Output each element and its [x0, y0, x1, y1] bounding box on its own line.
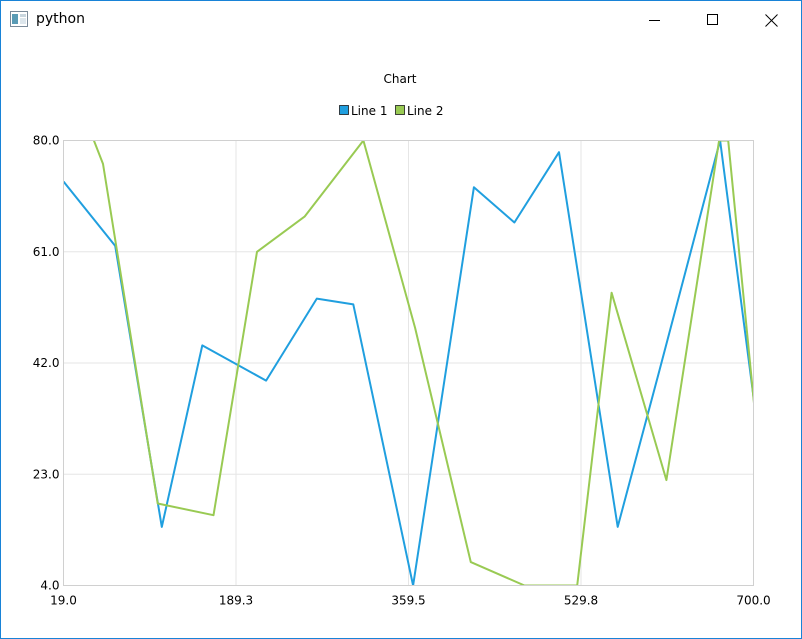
y-tick-label: 80.0 — [33, 134, 60, 148]
legend-swatch-line-2 — [395, 105, 405, 115]
grid-lines — [63, 140, 754, 586]
legend-item-line-1[interactable]: Line 1 — [339, 104, 388, 118]
legend-label-line-1: Line 1 — [351, 104, 387, 118]
legend: Line 1 Line 2 — [339, 104, 444, 118]
plot-area-frame — [63, 140, 754, 586]
y-tick-label: 4.0 — [40, 579, 59, 593]
maximize-icon — [707, 14, 718, 25]
title-bar[interactable]: python — [1, 1, 801, 39]
minimize-button[interactable] — [626, 1, 684, 39]
axis-tick-labels: 19.0 189.3 359.5 529.8 700.0 80.0 61.0 42.0 23.0… — [33, 134, 771, 608]
maximize-button[interactable] — [684, 1, 742, 39]
x-tick-label: 19.0 — [50, 594, 77, 608]
app-window-icon — [10, 11, 28, 27]
window-title: python — [36, 11, 85, 27]
y-tick-label: 23.0 — [33, 467, 60, 481]
chart-title: Chart — [384, 72, 417, 86]
series-lines — [63, 140, 754, 586]
close-button[interactable] — [742, 1, 800, 39]
legend-item-line-2[interactable]: Line 2 — [395, 104, 444, 118]
x-tick-label: 700.0 — [736, 594, 770, 608]
legend-label-line-2: Line 2 — [407, 104, 443, 118]
series-line-2 — [92, 140, 754, 586]
legend-swatch-line-1 — [339, 105, 349, 115]
x-tick-label: 359.5 — [391, 594, 425, 608]
minimize-icon — [649, 20, 660, 21]
y-tick-label: 42.0 — [33, 356, 60, 370]
x-tick-label: 189.3 — [219, 594, 253, 608]
close-icon — [764, 13, 778, 27]
x-tick-label: 529.8 — [564, 594, 598, 608]
series-line-1 — [63, 140, 754, 586]
y-tick-label: 61.0 — [33, 245, 60, 259]
